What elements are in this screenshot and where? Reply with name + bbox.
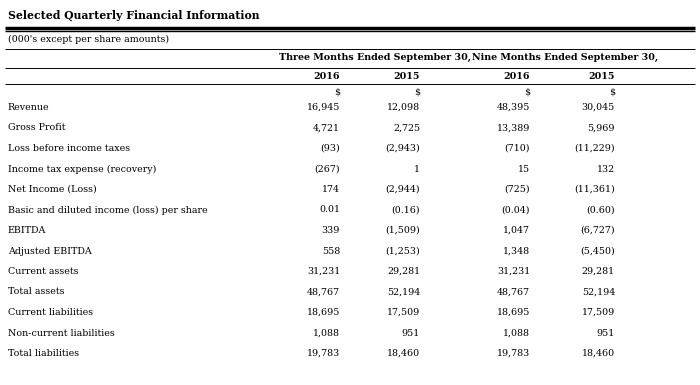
Text: Gross Profit: Gross Profit <box>8 124 66 132</box>
Text: 174: 174 <box>322 185 340 194</box>
Text: Non-current liabilities: Non-current liabilities <box>8 328 115 338</box>
Text: 18,695: 18,695 <box>307 308 340 317</box>
Text: 48,767: 48,767 <box>307 288 340 296</box>
Text: 4,721: 4,721 <box>313 124 340 132</box>
Text: (0.16): (0.16) <box>391 206 420 214</box>
Text: (5,450): (5,450) <box>580 246 615 256</box>
Text: $: $ <box>334 88 340 97</box>
Text: (2,943): (2,943) <box>385 144 420 153</box>
Text: (267): (267) <box>314 164 340 174</box>
Text: 0.01: 0.01 <box>319 206 340 214</box>
Text: 1,088: 1,088 <box>313 328 340 338</box>
Text: Income tax expense (recovery): Income tax expense (recovery) <box>8 164 156 174</box>
Text: 29,281: 29,281 <box>582 267 615 276</box>
Text: $: $ <box>414 88 420 97</box>
Text: $: $ <box>524 88 530 97</box>
Text: (1,253): (1,253) <box>385 246 420 256</box>
Text: Three Months Ended September 30,: Three Months Ended September 30, <box>279 53 471 62</box>
Text: (0.60): (0.60) <box>587 206 615 214</box>
Text: (11,361): (11,361) <box>574 185 615 194</box>
Text: 29,281: 29,281 <box>387 267 420 276</box>
Text: 13,389: 13,389 <box>496 124 530 132</box>
Text: (2,944): (2,944) <box>386 185 420 194</box>
Text: (0.04): (0.04) <box>501 206 530 214</box>
Text: 52,194: 52,194 <box>582 288 615 296</box>
Text: Current assets: Current assets <box>8 267 78 276</box>
Text: Nine Months Ended September 30,: Nine Months Ended September 30, <box>472 53 658 62</box>
Text: (000's except per share amounts): (000's except per share amounts) <box>8 35 169 44</box>
Text: 18,460: 18,460 <box>387 349 420 358</box>
Text: 48,395: 48,395 <box>496 103 530 112</box>
Text: 12,098: 12,098 <box>387 103 420 112</box>
Text: (725): (725) <box>505 185 530 194</box>
Text: Revenue: Revenue <box>8 103 50 112</box>
Text: 15: 15 <box>518 164 530 174</box>
Text: (93): (93) <box>321 144 340 153</box>
Text: 2015: 2015 <box>393 72 420 81</box>
Text: (11,229): (11,229) <box>575 144 615 153</box>
Text: 48,767: 48,767 <box>497 288 530 296</box>
Text: 19,783: 19,783 <box>307 349 340 358</box>
Text: EBITDA: EBITDA <box>8 226 46 235</box>
Text: (1,509): (1,509) <box>385 226 420 235</box>
Text: 951: 951 <box>402 328 420 338</box>
Text: 52,194: 52,194 <box>386 288 420 296</box>
Text: 1,348: 1,348 <box>503 246 530 256</box>
Text: 1,047: 1,047 <box>503 226 530 235</box>
Text: 558: 558 <box>322 246 340 256</box>
Text: (710): (710) <box>505 144 530 153</box>
Text: Selected Quarterly Financial Information: Selected Quarterly Financial Information <box>8 10 260 21</box>
Text: 18,695: 18,695 <box>496 308 530 317</box>
Text: 132: 132 <box>597 164 615 174</box>
Text: 951: 951 <box>596 328 615 338</box>
Text: 1: 1 <box>414 164 420 174</box>
Text: 17,509: 17,509 <box>386 308 420 317</box>
Text: Adjusted EBITDA: Adjusted EBITDA <box>8 246 92 256</box>
Text: 31,231: 31,231 <box>307 267 340 276</box>
Text: 16,945: 16,945 <box>307 103 340 112</box>
Text: 2016: 2016 <box>314 72 340 81</box>
Text: 2,725: 2,725 <box>393 124 420 132</box>
Text: 17,509: 17,509 <box>582 308 615 317</box>
Text: 30,045: 30,045 <box>582 103 615 112</box>
Text: $: $ <box>609 88 615 97</box>
Text: 19,783: 19,783 <box>497 349 530 358</box>
Text: 2015: 2015 <box>589 72 615 81</box>
Text: 5,969: 5,969 <box>587 124 615 132</box>
Text: 18,460: 18,460 <box>582 349 615 358</box>
Text: (6,727): (6,727) <box>580 226 615 235</box>
Text: 2016: 2016 <box>503 72 530 81</box>
Text: Net Income (Loss): Net Income (Loss) <box>8 185 97 194</box>
Text: 1,088: 1,088 <box>503 328 530 338</box>
Text: Current liabilities: Current liabilities <box>8 308 93 317</box>
Text: 339: 339 <box>321 226 340 235</box>
Text: Loss before income taxes: Loss before income taxes <box>8 144 130 153</box>
Text: Total liabilities: Total liabilities <box>8 349 79 358</box>
Text: Total assets: Total assets <box>8 288 64 296</box>
Text: 31,231: 31,231 <box>497 267 530 276</box>
Text: Basic and diluted income (loss) per share: Basic and diluted income (loss) per shar… <box>8 206 208 214</box>
